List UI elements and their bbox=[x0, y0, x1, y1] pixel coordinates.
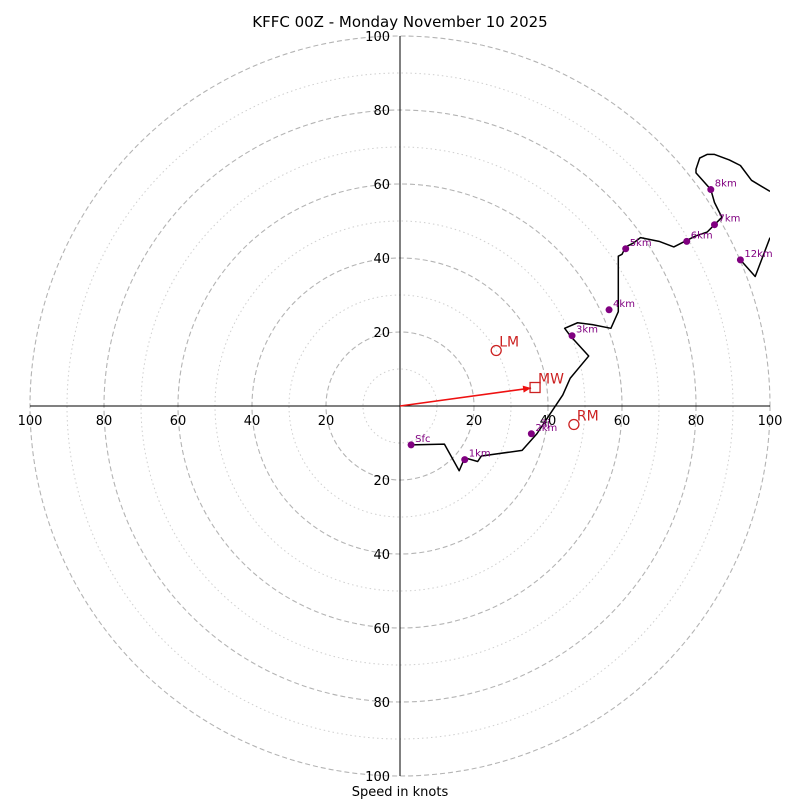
height-marker-dot bbox=[605, 306, 613, 314]
height-marker-label: 7km bbox=[719, 214, 741, 225]
x-tick-label: 100 bbox=[18, 414, 43, 429]
y-tick-label: 40 bbox=[373, 252, 390, 267]
y-tick-label: 100 bbox=[365, 30, 390, 45]
storm-motion-markers: LM MW RM bbox=[399, 335, 599, 431]
height-marker-dot bbox=[707, 186, 715, 194]
height-marker-dot bbox=[683, 237, 691, 245]
x-tick-label: 80 bbox=[96, 414, 113, 429]
height-marker-label: 5km bbox=[630, 238, 652, 249]
x-tick-label: 60 bbox=[614, 414, 631, 429]
height-marker-label: 6km bbox=[691, 230, 713, 241]
y-tick-label: 60 bbox=[373, 622, 390, 637]
storm-label-mw: MW bbox=[538, 372, 564, 388]
x-tick-label: 100 bbox=[758, 414, 783, 429]
height-marker-label: 1km bbox=[469, 449, 491, 460]
height-marker-label: 8km bbox=[715, 179, 737, 190]
height-marker-dot bbox=[622, 245, 630, 253]
height-marker-label: Sfc bbox=[415, 434, 430, 445]
chart-title: KFFC 00Z - Monday November 10 2025 bbox=[252, 13, 547, 31]
y-tick-label: 40 bbox=[373, 548, 390, 563]
storm-marker-rm bbox=[568, 418, 580, 431]
x-axis-label: Speed in knots bbox=[352, 785, 449, 800]
x-tick-label: 40 bbox=[540, 414, 557, 429]
storm-marker-lm bbox=[490, 344, 502, 357]
overlap-label: 3j bbox=[541, 418, 550, 429]
storm-label-rm: RM bbox=[577, 409, 599, 425]
height-marker-label: 3km bbox=[576, 325, 598, 336]
height-marker-dot bbox=[527, 430, 535, 438]
y-tick-label: 20 bbox=[373, 326, 390, 341]
hodograph-line-tail bbox=[739, 237, 770, 278]
y-tick-label: 60 bbox=[373, 178, 390, 193]
x-tick-label: 80 bbox=[688, 414, 705, 429]
y-tick-label: 20 bbox=[373, 474, 390, 489]
height-marker-label: 2km bbox=[535, 423, 557, 434]
height-marker-dot bbox=[568, 332, 576, 340]
y-tick-label: 80 bbox=[373, 696, 390, 711]
height-marker-dot bbox=[711, 221, 718, 229]
height-marker-dot bbox=[407, 441, 415, 449]
height-marker-label: 12km bbox=[744, 249, 772, 260]
height-markers: Sfc 1km 2km 3km 4km 5km 6km 7km 8km 12km 3j bbox=[407, 179, 773, 464]
x-tick-label: 40 bbox=[244, 414, 261, 429]
height-marker-dot bbox=[736, 256, 744, 264]
height-marker-dot bbox=[461, 456, 469, 464]
y-tick-label: 100 bbox=[365, 770, 390, 785]
mean-wind-vector bbox=[399, 387, 532, 407]
storm-label-lm: LM bbox=[499, 335, 519, 351]
x-tick-label: 60 bbox=[170, 414, 187, 429]
storm-marker-mw bbox=[529, 381, 541, 394]
x-tick-label: 20 bbox=[318, 414, 335, 429]
height-marker-label: 4km bbox=[613, 299, 635, 310]
tick-labels: 20 20 20 20 40 40 40 40 60 60 60 60 80 80 80 80 100 100 10… bbox=[18, 30, 783, 785]
x-tick-label: 20 bbox=[466, 414, 483, 429]
y-tick-label: 80 bbox=[373, 104, 390, 119]
mean-wind-arrowhead bbox=[522, 385, 532, 393]
